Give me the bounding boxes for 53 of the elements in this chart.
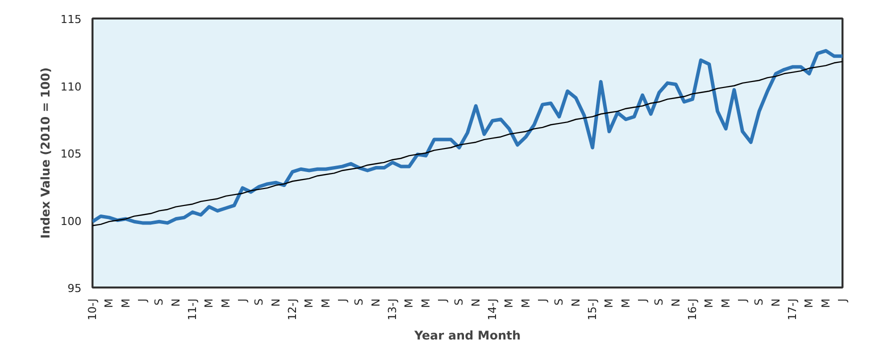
x-tick-label: S — [252, 298, 266, 306]
x-tick-label: M — [619, 298, 632, 308]
x-tick-label: M — [102, 298, 116, 308]
y-tick-label: 105 — [60, 148, 82, 160]
x-tick-label: 16-J — [686, 298, 699, 320]
x-tick-label: M — [502, 298, 516, 308]
x-tick-label: 12-J — [286, 298, 299, 320]
x-tick-label: N — [469, 298, 482, 307]
x-tick-label: 11-J — [186, 298, 199, 320]
x-tick-label: M — [802, 298, 816, 308]
x-tick-label: N — [569, 298, 582, 307]
x-tick-label: J — [236, 298, 249, 303]
x-tick-label: 14-J — [486, 298, 499, 320]
x-tick-label: J — [736, 298, 749, 303]
x-tick-label: S — [352, 298, 366, 306]
x-tick-label: S — [752, 298, 766, 306]
x-tick-label: 15-J — [586, 298, 599, 320]
x-tick-label: J — [136, 298, 149, 303]
y-tick-label: 100 — [60, 214, 82, 228]
x-tick-label: M — [202, 298, 216, 308]
x-tick-label: S — [552, 298, 566, 306]
x-axis-title: Year and Month — [413, 328, 521, 342]
x-tick-label: M — [819, 298, 832, 308]
x-tick-label: N — [369, 298, 382, 307]
y-tick-label: 95 — [68, 282, 82, 295]
x-tick-label: S — [652, 298, 666, 306]
x-tick-label: M — [119, 298, 132, 308]
x-tick-label: 13-J — [386, 298, 399, 320]
y-tick-label: 110 — [60, 80, 82, 94]
x-tick-label: J — [836, 298, 849, 303]
x-tick-label: J — [536, 298, 549, 303]
x-tick-label: 17-J — [786, 298, 799, 320]
x-tick-label: M — [702, 298, 716, 308]
x-tick-label: 10-J — [86, 298, 99, 320]
x-tick-label: M — [519, 298, 532, 308]
x-tick-label: M — [302, 298, 316, 308]
x-tick-label: N — [769, 298, 782, 307]
x-tick-label: N — [669, 298, 682, 307]
x-tick-label: J — [636, 298, 649, 303]
x-tick-label: N — [169, 298, 182, 307]
x-tick-label: M — [402, 298, 416, 308]
x-tick-label: J — [336, 298, 349, 303]
x-tick-label: S — [452, 298, 466, 306]
y-tick-label: 115 — [60, 13, 82, 26]
x-tick-label: M — [319, 298, 332, 308]
y-axis-title: Index Value (2010 = 100) — [38, 67, 53, 239]
x-tick-label: S — [152, 298, 166, 306]
x-tick-label: M — [602, 298, 616, 308]
x-tick-label: J — [436, 298, 449, 303]
x-tick-label: M — [719, 298, 732, 308]
x-tick-label: N — [269, 298, 282, 307]
x-tick-label: M — [419, 298, 432, 308]
x-tick-label: M — [219, 298, 232, 308]
